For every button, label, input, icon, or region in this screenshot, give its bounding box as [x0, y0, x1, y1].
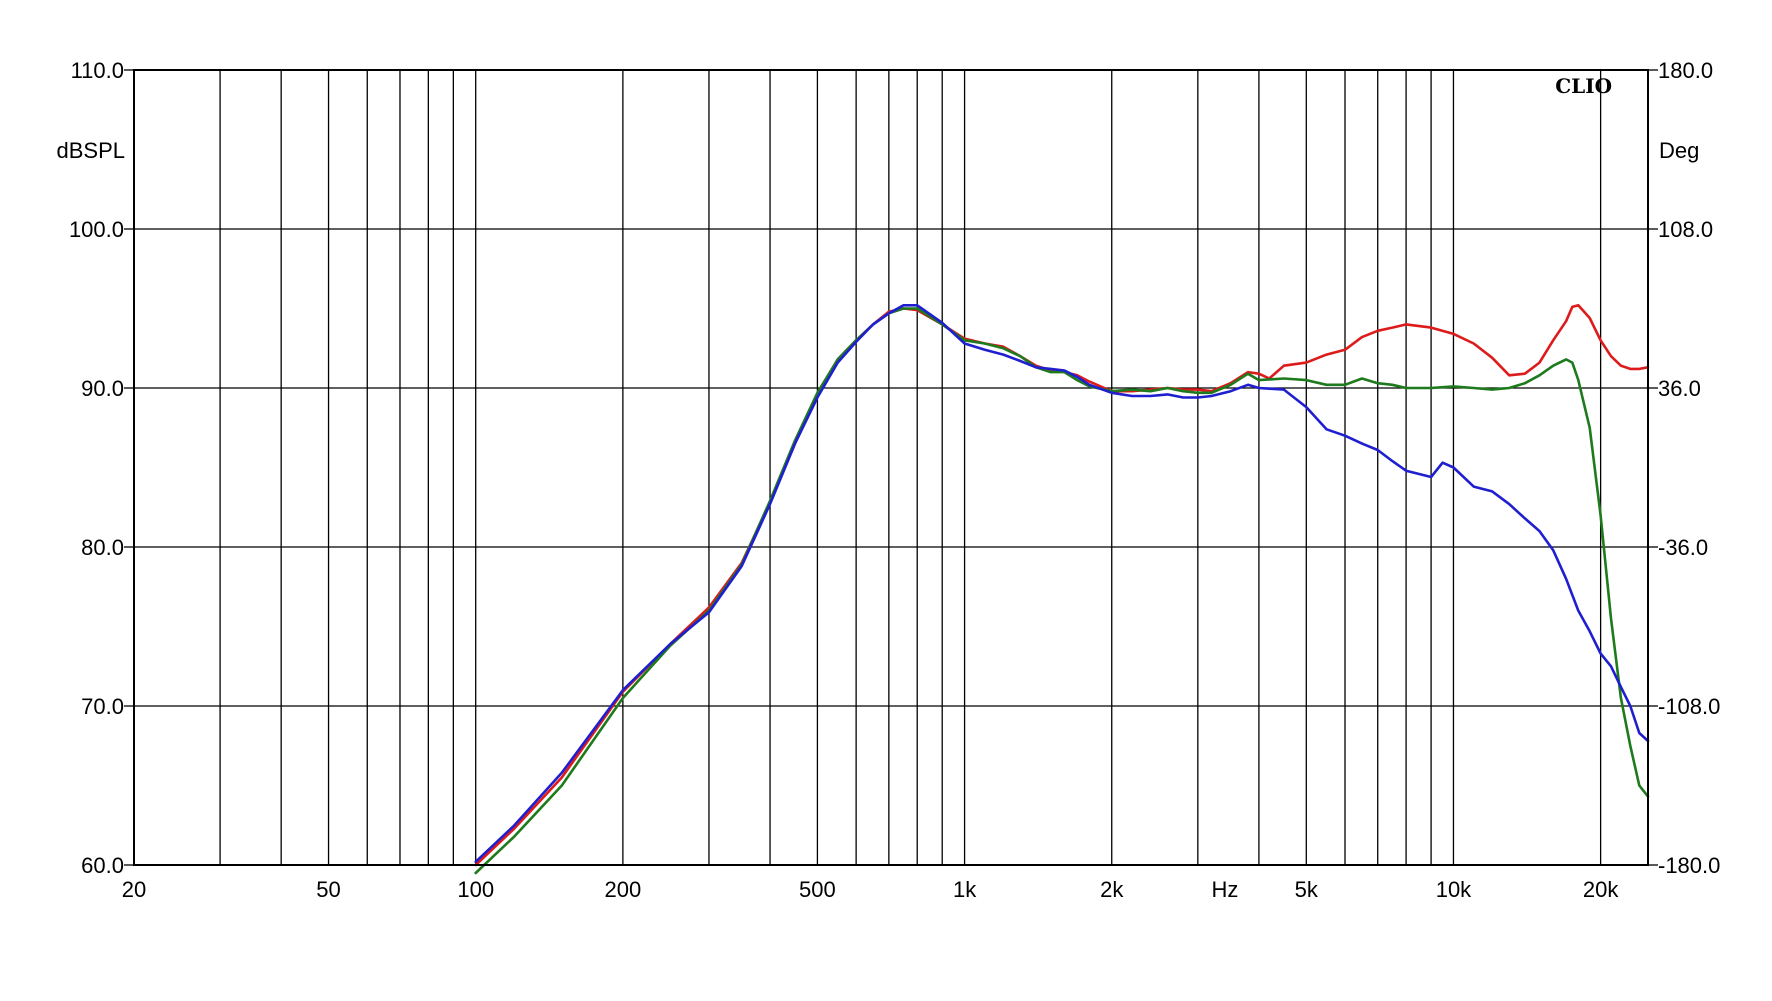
grid-lines [124, 69, 1658, 866]
series-lines [474, 304, 1650, 875]
plot-frame [133, 69, 1649, 866]
x-tick-label: 500 [799, 877, 836, 902]
x-tick-label: 10k [1436, 877, 1472, 902]
right-tick-label: -180.0 [1658, 853, 1720, 878]
series-line-2 [474, 307, 1650, 875]
axis-labels: 60.0 70.0 80.0 90.0 100.0 110.0 -180.0 -108.0 -3… [57, 58, 1721, 902]
left-tick-label: 90.0 [81, 376, 124, 401]
x-tick-label: 5k [1295, 877, 1319, 902]
x-tick-label: 100 [457, 877, 494, 902]
clio-watermark: CLIO [1555, 74, 1612, 98]
series-line-3 [474, 304, 1650, 864]
left-tick-label: 70.0 [81, 694, 124, 719]
left-tick-label: 80.0 [81, 535, 124, 560]
x-tick-label: 200 [605, 877, 642, 902]
left-tick-label: 110.0 [71, 58, 124, 83]
x-tick-label: 1k [953, 877, 977, 902]
series-line-1 [474, 304, 1650, 867]
left-tick-label: 60.0 [81, 853, 124, 878]
x-axis-unit-label: Hz [1212, 877, 1239, 902]
right-tick-label: 36.0 [1658, 376, 1701, 401]
x-tick-label: 20k [1583, 877, 1619, 902]
left-tick-label: 100.0 [69, 217, 124, 242]
right-tick-label: 180.0 [1658, 58, 1713, 83]
right-tick-label: -108.0 [1658, 694, 1720, 719]
right-axis-unit-label: Deg [1659, 138, 1699, 163]
left-axis-unit-label: dBSPL [57, 138, 126, 163]
right-tick-label: 108.0 [1658, 217, 1713, 242]
x-tick-label: 50 [316, 877, 340, 902]
x-tick-label: 20 [122, 877, 146, 902]
x-tick-label: 2k [1100, 877, 1124, 902]
right-tick-label: -36.0 [1658, 535, 1708, 560]
